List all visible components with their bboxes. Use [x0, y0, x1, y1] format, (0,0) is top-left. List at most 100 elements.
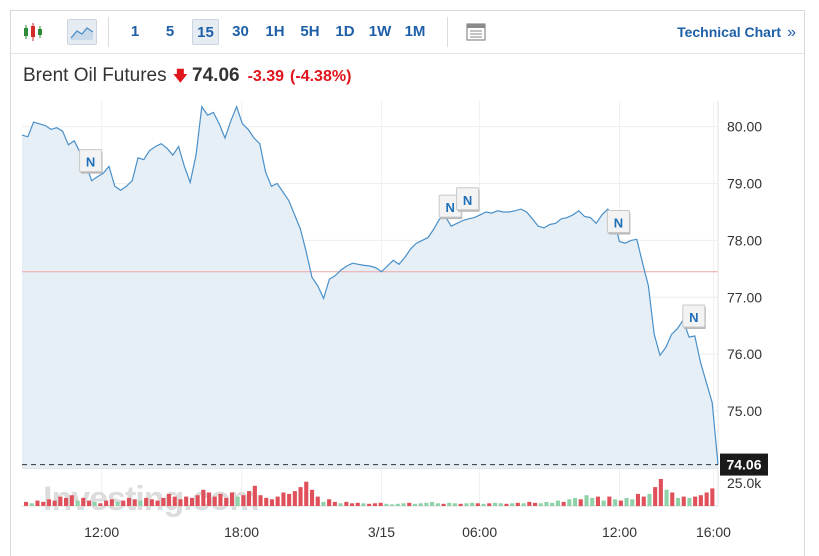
volume-bar [41, 501, 46, 506]
interval-1m[interactable]: 1M [404, 23, 426, 40]
volume-bar [367, 503, 372, 506]
technical-chart-link[interactable]: Technical Chart » [677, 19, 796, 45]
volume-bar [178, 499, 183, 507]
interval-5[interactable]: 5 [165, 23, 175, 40]
volume-bar [115, 501, 120, 506]
volume-bar [35, 500, 40, 506]
investing-watermark: Investing.com [43, 480, 260, 518]
volume-bar [58, 496, 63, 506]
volume-bar [533, 502, 538, 506]
volume-bar [98, 503, 103, 506]
table-view-icon[interactable] [465, 19, 487, 45]
price-change: -3.39 [247, 68, 285, 85]
volume-bar [573, 497, 578, 506]
volume-bar [252, 485, 257, 507]
volume-bar [407, 502, 412, 506]
volume-bar [121, 500, 126, 506]
volume-bar [247, 491, 252, 506]
volume-bar [424, 502, 429, 506]
volume-bar [441, 503, 446, 506]
volume-bar [126, 497, 131, 506]
volume-bar [595, 496, 600, 506]
chart-widget: 1 5 15 30 1H 5H 1D 1W 1M Technical Chart… [10, 10, 805, 556]
volume-bar [298, 487, 303, 506]
price-axis: 80.00 79.00 78.00 77.00 76.00 75.00 [727, 119, 762, 419]
volume-bar [555, 500, 560, 506]
instrument-header: Brent Oil Futures 🡇 74.06 -3.39 (-4.38%) [23, 63, 351, 89]
volume-bar [172, 496, 177, 506]
volume-axis-label: 25.0k [727, 475, 762, 491]
volume-bar [481, 503, 486, 506]
volume-bar [618, 500, 623, 506]
interval-1w[interactable]: 1W [368, 23, 392, 40]
interval-1h[interactable]: 1H [265, 23, 285, 40]
volume-bar [269, 499, 274, 507]
volume-bar [653, 487, 658, 506]
volume-bar [658, 479, 663, 506]
volume-bar [447, 502, 452, 506]
volume-bar [635, 493, 640, 507]
news-marker[interactable]: N [682, 304, 706, 329]
last-price: 74.06 [192, 65, 240, 86]
time-tick-label: 12:00 [602, 524, 637, 540]
volume-bar [52, 500, 57, 506]
news-marker-label: N [689, 310, 698, 325]
volume-bar [372, 503, 377, 506]
price-tick-label: 78.00 [727, 232, 762, 248]
volume-bar [144, 497, 149, 506]
volume-bar [487, 503, 492, 506]
volume-bar [550, 502, 555, 506]
volume-bar [184, 496, 189, 506]
volume-bar [304, 481, 309, 506]
volume-bar [698, 495, 703, 506]
volume-bar [161, 497, 166, 506]
time-tick-label: 12:00 [84, 524, 119, 540]
technical-chart-label: Technical Chart [677, 24, 782, 40]
news-marker-label: N [463, 193, 472, 208]
volume-bar [452, 503, 457, 506]
volume-bar [361, 503, 366, 506]
volume-bar [212, 496, 217, 506]
candlestick-chart-icon[interactable] [22, 19, 44, 45]
volume-bar [344, 501, 349, 506]
double-chevron-right-icon: » [787, 24, 796, 41]
volume-bar [493, 502, 498, 506]
area-chart-icon[interactable] [67, 19, 97, 45]
interval-1[interactable]: 1 [130, 23, 140, 40]
price-tick-label: 80.00 [727, 119, 762, 135]
volume-bar [350, 503, 355, 506]
volume-bar [155, 500, 160, 506]
volume-bar [430, 501, 435, 506]
volume-bar [527, 501, 532, 506]
volume-bar [229, 492, 234, 506]
volume-bar [24, 501, 29, 506]
volume-bar [578, 499, 583, 507]
volume-bar [332, 501, 337, 506]
news-marker[interactable]: N [456, 187, 480, 212]
volume-bar [69, 495, 74, 506]
news-markers: NN NNN [79, 149, 706, 329]
interval-1d[interactable]: 1D [335, 23, 355, 40]
volume-bar [510, 503, 515, 506]
volume-bar [235, 496, 240, 506]
news-marker[interactable]: N [606, 210, 631, 235]
interval-5h[interactable]: 5H [300, 23, 320, 40]
volume-bar [613, 499, 618, 507]
volume-bar [601, 500, 606, 506]
news-marker-label: N [86, 155, 95, 170]
news-marker[interactable]: N [79, 149, 103, 174]
volume-bar [670, 492, 675, 506]
chart-toolbar: 1 5 15 30 1H 5H 1D 1W 1M Technical Chart… [11, 11, 804, 54]
volume-bar [195, 495, 200, 506]
volume-bar [390, 504, 395, 506]
volume-bar [395, 503, 400, 506]
toolbar-divider [108, 17, 109, 47]
volume-bar [590, 497, 595, 506]
time-tick-label: 16:00 [696, 524, 731, 540]
last-price-value: 74.06 [726, 457, 761, 473]
price-chart[interactable]: Investing.com NN NNN 80.0079.0078.0077.00… [11, 101, 805, 555]
volume-bar [109, 499, 114, 507]
interval-30[interactable]: 30 [232, 23, 249, 40]
volume-bar [401, 503, 406, 506]
interval-15[interactable]: 15 [192, 19, 219, 45]
